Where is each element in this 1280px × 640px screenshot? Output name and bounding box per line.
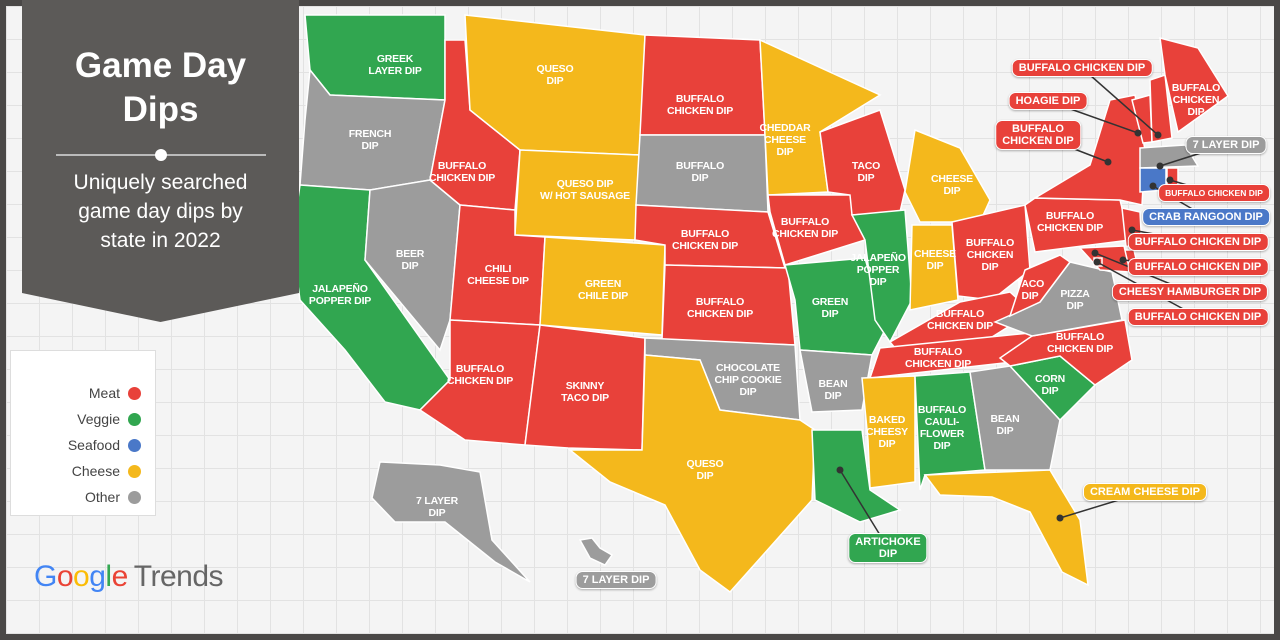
state-region-other <box>799 349 873 413</box>
callout-label: BUFFALO CHICKEN DIP <box>1158 184 1270 202</box>
leader-dot <box>1104 158 1112 166</box>
leader-dot <box>1056 514 1064 522</box>
state-region-other <box>371 461 531 583</box>
callout-label: BUFFALO CHICKEN DIP <box>1127 233 1269 251</box>
google-wordmark: Google <box>34 560 128 593</box>
google-trends-logo: Google Trends <box>34 560 224 594</box>
legend-item-seafood: Seafood <box>68 437 141 453</box>
state-region-cheese <box>539 236 666 336</box>
legend-label: Cheese <box>71 463 120 479</box>
subtitle: Uniquely searched game day dips by state… <box>73 171 248 252</box>
state-region-veggie <box>914 371 986 491</box>
state-region-meat <box>661 264 796 346</box>
divider <box>55 149 266 161</box>
google-letter: G <box>34 560 57 593</box>
state-region-veggie <box>811 429 902 523</box>
leader-dot <box>1091 249 1099 257</box>
callout-label: BUFFALO CHICKEN DIP <box>1127 258 1269 276</box>
callout-label: ARTICHOKE DIP <box>848 533 928 563</box>
legend-label: Meat <box>88 385 120 401</box>
state-region-cheese <box>861 375 916 489</box>
state-region-meat <box>524 324 646 451</box>
leader-dot <box>1093 258 1101 266</box>
legend: Meat Veggie Seafood Cheese Other <box>10 350 156 516</box>
state-region-veggie <box>304 14 446 101</box>
callout-label: HOAGIE DIP <box>1008 92 1088 110</box>
state-region-meat <box>639 34 766 136</box>
state-region-other <box>635 134 769 213</box>
state-region-cheese <box>909 224 959 311</box>
callout-label: 7 LAYER DIP <box>1185 136 1267 154</box>
callout-label: BUFFALO CHICKEN DIP <box>1127 308 1269 326</box>
state-region-meat <box>1008 254 1072 318</box>
state-region-other <box>578 537 614 566</box>
state-region-cheese <box>567 354 816 594</box>
google-letter: l <box>105 560 112 593</box>
legend-swatch <box>128 464 141 478</box>
state-region-meat <box>1032 94 1146 206</box>
callout-label: 7 LAYER DIP <box>575 571 657 589</box>
leader-dot <box>1134 129 1142 137</box>
leader-dot <box>1128 226 1136 234</box>
state-region-meat <box>1149 73 1173 143</box>
us-state-map <box>291 14 1230 594</box>
leader-dot <box>836 466 844 474</box>
google-letter: o <box>73 560 90 593</box>
trends-wordmark: Trends <box>133 560 224 593</box>
callout-label: CRAB RANGOON DIP <box>1142 208 1270 226</box>
legend-item-other: Other <box>85 489 141 505</box>
leader-dot <box>1149 182 1157 190</box>
leader-dot <box>1154 131 1162 139</box>
state-region-other <box>1139 144 1200 169</box>
callout-label: CHEESY HAMBURGER DIP <box>1111 283 1269 301</box>
state-region-cheese <box>514 149 641 241</box>
legend-item-cheese: Cheese <box>72 463 141 479</box>
callout-label: BUFFALO CHICKEN DIP <box>995 120 1081 150</box>
legend-swatch <box>128 412 141 426</box>
state-region-meat <box>767 194 866 266</box>
legend-label: Veggie <box>77 411 120 427</box>
state-region-cheese <box>923 469 1089 587</box>
state-region-meat <box>1024 197 1131 253</box>
google-letter: o <box>56 560 74 593</box>
google-letter: g <box>89 560 106 593</box>
legend-swatch <box>128 438 141 452</box>
divider-dot <box>154 149 167 161</box>
legend-item-meat: Meat <box>89 385 141 401</box>
legend-item-veggie: Veggie <box>77 411 141 427</box>
legend-label: Other <box>84 489 120 505</box>
callout-label: CREAM CHEESE DIP <box>1082 483 1208 501</box>
legend-swatch <box>128 490 141 504</box>
leader-dot <box>1166 176 1174 184</box>
title-banner: Game Day Dips Uniquely searched game day… <box>22 0 299 322</box>
page-title: Game Day Dips <box>74 46 247 129</box>
leader-dot <box>1119 256 1127 264</box>
legend-swatch <box>128 386 141 400</box>
google-letter: e <box>111 560 129 593</box>
state-region-other <box>969 365 1061 471</box>
legend-label: Seafood <box>67 437 120 453</box>
state-region-meat <box>1159 36 1230 134</box>
leader-dot <box>1156 162 1164 170</box>
state-region-cheese <box>904 128 991 223</box>
leader-line <box>1081 67 1159 136</box>
callout-label: BUFFALO CHICKEN DIP <box>1011 59 1153 77</box>
state-region-meat <box>951 204 1031 301</box>
